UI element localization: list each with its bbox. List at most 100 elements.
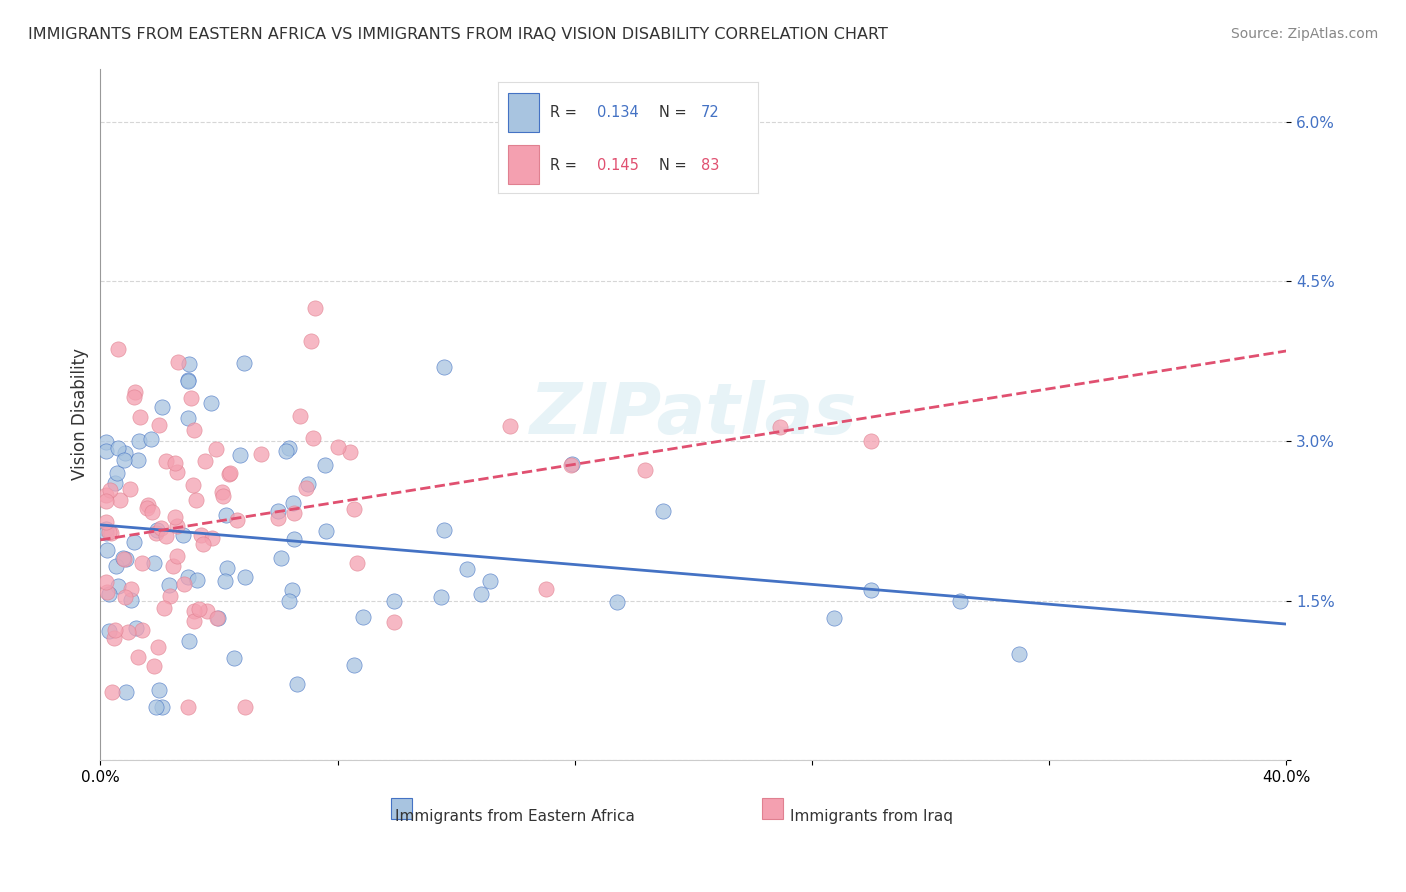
Immigrants from Eastern Africa [860,583,883,598]
Immigrants from Eastern Africa [228,448,250,462]
Immigrants from Iraq [142,658,165,673]
Immigrants from Eastern Africa [186,573,208,587]
Immigrants from Iraq [290,409,312,424]
Immigrants from Eastern Africa [104,476,127,491]
Immigrants from Eastern Africa [281,495,304,509]
Immigrants from Eastern Africa [150,401,173,415]
FancyBboxPatch shape [762,798,783,819]
Immigrants from Iraq [201,531,224,545]
Immigrants from Eastern Africa [432,359,454,374]
Immigrants from Iraq [534,582,557,597]
Text: Immigrants from Eastern Africa: Immigrants from Eastern Africa [395,809,636,824]
Immigrants from Iraq [96,574,118,589]
Immigrants from Eastern Africa [105,466,128,480]
Immigrants from Iraq [150,521,173,535]
Immigrants from Eastern Africa [145,700,167,714]
Immigrants from Eastern Africa [179,357,201,371]
Immigrants from Iraq [120,482,142,496]
Immigrants from Iraq [860,434,883,448]
Immigrants from Iraq [96,488,118,502]
FancyBboxPatch shape [391,798,412,819]
Immigrants from Iraq [299,334,322,348]
Immigrants from Eastern Africa [479,574,502,588]
Immigrants from Iraq [250,448,273,462]
Immigrants from Eastern Africa [125,620,148,634]
Immigrants from Eastern Africa [278,593,301,607]
Immigrants from Eastern Africa [97,587,120,601]
Immigrants from Eastern Africa [651,504,673,518]
Immigrants from Iraq [181,478,204,492]
Immigrants from Iraq [146,640,169,654]
Immigrants from Eastern Africa [207,611,229,625]
Immigrants from Eastern Africa [823,610,845,624]
Immigrants from Iraq [163,509,186,524]
Immigrants from Iraq [131,624,153,638]
Immigrants from Eastern Africa [285,677,308,691]
Immigrants from Iraq [145,525,167,540]
Immigrants from Iraq [167,355,190,369]
Immigrants from Iraq [205,611,228,625]
Immigrants from Iraq [190,528,212,542]
Immigrants from Iraq [166,518,188,533]
Immigrants from Eastern Africa [114,452,136,467]
Immigrants from Iraq [346,556,368,570]
Immigrants from Iraq [129,410,152,425]
Immigrants from Eastern Africa [107,579,129,593]
Immigrants from Iraq [499,419,522,434]
Immigrants from Eastern Africa [314,458,336,473]
Immigrants from Eastern Africa [105,559,128,574]
Immigrants from Eastern Africa [96,444,118,458]
Immigrants from Iraq [194,454,217,468]
Immigrants from Eastern Africa [122,534,145,549]
Immigrants from Iraq [188,602,211,616]
Immigrants from Iraq [163,456,186,470]
Immigrants from Iraq [153,600,176,615]
Immigrants from Iraq [114,590,136,604]
Immigrants from Iraq [166,465,188,479]
Immigrants from Iraq [96,494,118,508]
Immigrants from Iraq [108,493,131,508]
Text: ZIPatlas: ZIPatlas [530,380,856,449]
Immigrants from Iraq [560,458,582,473]
Immigrants from Eastern Africa [139,432,162,446]
Immigrants from Iraq [162,558,184,573]
Immigrants from Iraq [634,463,657,477]
Immigrants from Iraq [155,529,177,543]
Immigrants from Eastern Africa [432,523,454,537]
Immigrants from Eastern Africa [315,524,337,538]
Immigrants from Eastern Africa [283,532,305,546]
Immigrants from Eastern Africa [561,457,583,471]
Immigrants from Iraq [120,582,142,597]
Immigrants from Eastern Africa [177,569,200,583]
Immigrants from Eastern Africa [128,434,150,448]
Immigrants from Eastern Africa [112,551,135,566]
Immigrants from Iraq [98,525,121,540]
Immigrants from Eastern Africa [277,441,299,455]
Immigrants from Eastern Africa [150,700,173,714]
Immigrants from Iraq [218,467,240,482]
Immigrants from Iraq [98,483,121,497]
Immigrants from Eastern Africa [200,396,222,410]
Immigrants from Eastern Africa [148,683,170,698]
Immigrants from Eastern Africa [115,551,138,566]
Immigrants from Eastern Africa [107,441,129,455]
Text: Source: ZipAtlas.com: Source: ZipAtlas.com [1230,27,1378,41]
Immigrants from Iraq [212,489,235,503]
Immigrants from Iraq [96,515,118,529]
Immigrants from Iraq [104,623,127,637]
Immigrants from Eastern Africa [98,624,121,638]
Text: Immigrants from Iraq: Immigrants from Iraq [790,809,953,824]
Immigrants from Eastern Africa [270,550,292,565]
Immigrants from Eastern Africa [606,595,628,609]
Immigrants from Iraq [155,453,177,467]
Immigrants from Eastern Africa [949,593,972,607]
Immigrants from Iraq [294,481,316,495]
Immigrants from Eastern Africa [343,657,366,672]
Immigrants from Iraq [180,391,202,405]
Immigrants from Iraq [218,466,240,480]
Immigrants from Eastern Africa [214,574,236,588]
Immigrants from Eastern Africa [222,650,245,665]
Immigrants from Eastern Africa [115,685,138,699]
Immigrants from Eastern Africa [352,610,374,624]
Immigrants from Eastern Africa [96,543,118,558]
